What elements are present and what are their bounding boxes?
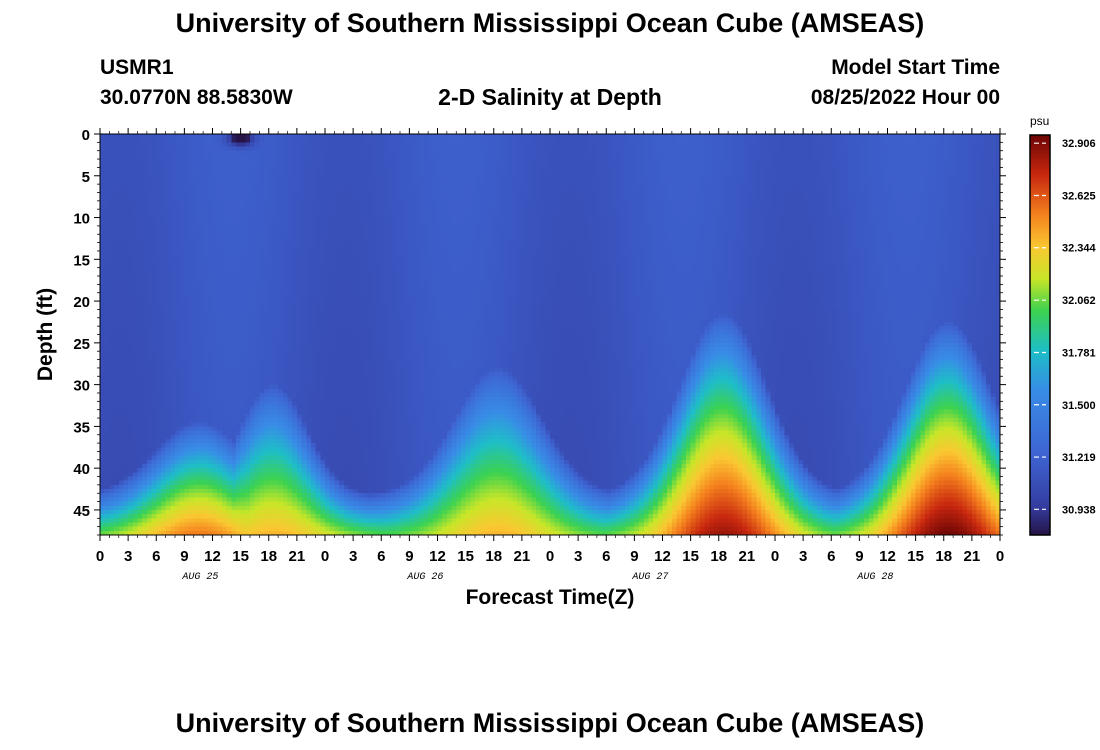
y-tick-label: 30 <box>73 378 90 395</box>
x-tick-label: 12 <box>204 548 221 565</box>
x-tick-label: 12 <box>429 548 446 565</box>
day-label: AUG 27 <box>631 572 668 583</box>
colorbar-tick-label: 32.344 <box>1062 243 1097 255</box>
chart-title: 2-D Salinity at Depth <box>438 84 662 110</box>
x-tick-label: 15 <box>907 548 924 565</box>
x-tick-label: 3 <box>349 548 357 565</box>
y-tick-label: 5 <box>82 169 90 186</box>
x-tick-label: 21 <box>289 548 306 565</box>
x-tick-label: 0 <box>996 548 1004 565</box>
x-tick-label: 15 <box>457 548 474 565</box>
colorbar-tick-label: 32.625 <box>1062 190 1096 202</box>
y-tick-label: 45 <box>73 503 90 520</box>
x-tick-label: 12 <box>654 548 671 565</box>
x-axis-label: Forecast Time(Z) <box>466 586 635 609</box>
x-tick-label: 18 <box>485 548 502 565</box>
colorbar-tick-label: 31.500 <box>1062 400 1096 412</box>
colorbar-tick-label: 30.938 <box>1062 504 1096 516</box>
y-tick-label: 25 <box>73 336 90 353</box>
colorbar-tick-label: 32.906 <box>1062 138 1096 150</box>
x-tick-label: 18 <box>260 548 277 565</box>
x-tick-label: 0 <box>321 548 329 565</box>
x-tick-label: 3 <box>124 548 132 565</box>
y-tick-label: 15 <box>73 252 90 269</box>
x-tick-label: 15 <box>232 548 249 565</box>
x-tick-label: 21 <box>739 548 756 565</box>
x-tick-label: 9 <box>855 548 863 565</box>
y-tick-label: 35 <box>73 419 90 436</box>
y-tick-label: 40 <box>73 461 90 478</box>
y-tick-label: 10 <box>73 211 90 228</box>
x-tick-label: 6 <box>377 548 385 565</box>
x-tick-label: 6 <box>602 548 610 565</box>
y-tick-label: 0 <box>82 127 90 144</box>
main-title: University of Southern Mississippi Ocean… <box>175 8 925 38</box>
colorbar-tick-label: 32.062 <box>1062 295 1096 307</box>
x-tick-label: 9 <box>630 548 638 565</box>
x-tick-label: 21 <box>514 548 531 565</box>
x-tick-label: 21 <box>964 548 981 565</box>
colorbar-tick-label: 31.781 <box>1062 347 1096 359</box>
x-tick-label: 15 <box>682 548 699 565</box>
axes: 32.906 32.625 32.344 32.062 31.781 31.500 31.2… <box>73 127 1096 583</box>
day-label: AUG 25 <box>181 572 218 583</box>
x-tick-label: 9 <box>405 548 413 565</box>
x-tick-label: 3 <box>799 548 807 565</box>
x-tick-label: 9 <box>180 548 188 565</box>
x-tick-label: 0 <box>771 548 779 565</box>
x-tick-label: 0 <box>546 548 554 565</box>
x-tick-label: 18 <box>710 548 727 565</box>
colorbar-frame <box>1029 134 1051 536</box>
repeat-title: University of Southern Mississippi Ocean… <box>175 708 925 738</box>
y-tick-label: 20 <box>73 294 90 311</box>
y-axis-label: Depth (ft) <box>34 288 57 381</box>
colorbar-tick-label: 31.219 <box>1062 452 1096 464</box>
x-tick-label: 3 <box>574 548 582 565</box>
x-tick-label: 6 <box>152 548 160 565</box>
x-tick-label: 12 <box>879 548 896 565</box>
day-label: AUG 28 <box>856 572 893 583</box>
model-start-label: Model Start Time <box>831 56 1000 79</box>
day-label: AUG 26 <box>406 572 443 583</box>
salinity-heatmap <box>100 134 1000 535</box>
station-id: USMR1 <box>100 56 174 79</box>
colorbar-gradient <box>1030 135 1050 535</box>
x-tick-label: 6 <box>827 548 835 565</box>
model-start-time: 08/25/2022 Hour 00 <box>810 86 1000 109</box>
x-tick-label: 0 <box>96 548 104 565</box>
station-coords: 30.0770N 88.5830W <box>100 86 293 109</box>
x-tick-label: 18 <box>935 548 952 565</box>
colorbar-unit: psu <box>1030 114 1049 128</box>
